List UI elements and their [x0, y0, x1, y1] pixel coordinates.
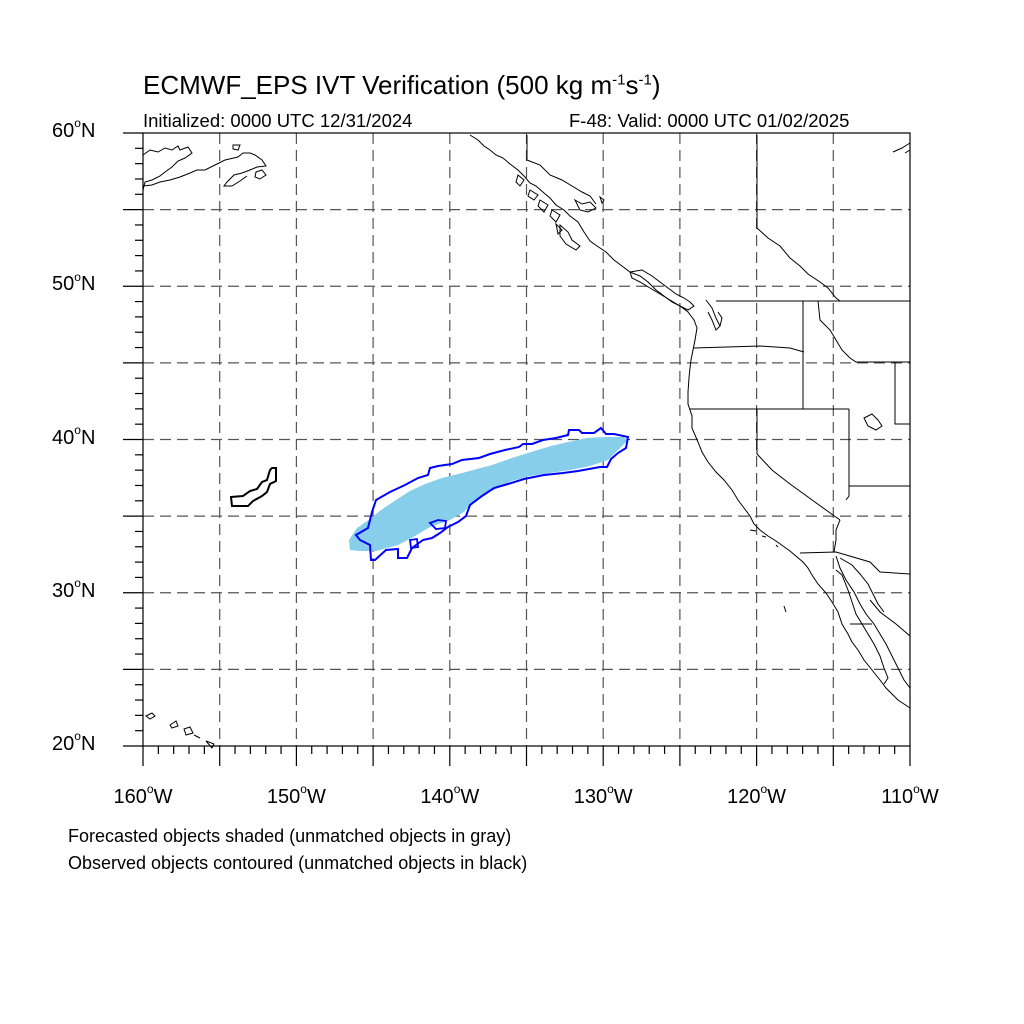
wyoming-border — [894, 362, 910, 425]
observed-matched-hole-2 — [408, 537, 420, 550]
lon-label: 160oW — [113, 782, 173, 808]
alaska-coast — [142, 144, 267, 191]
alaska-canada-border — [526, 135, 597, 205]
observed-unmatched-contour — [229, 467, 277, 507]
lon-label: 110oW — [881, 782, 939, 808]
forecast-object-fill — [349, 437, 628, 551]
great-salt-lake — [863, 413, 883, 431]
map-frame — [123, 132, 911, 766]
valid-time: F-48: Valid: 0000 UTC 01/02/2025 — [569, 110, 850, 131]
legend-observed-note: Observed objects contoured (unmatched ob… — [68, 853, 528, 873]
observed-matched-contour — [354, 426, 630, 561]
bc-alberta-border — [756, 135, 841, 302]
lon-label: 150oW — [266, 782, 326, 808]
lon-label: 120oW — [727, 782, 787, 808]
us-mexico-border — [799, 551, 911, 575]
puget-sound — [705, 299, 723, 331]
observed-matched-inner-hole — [428, 519, 448, 530]
lon-label: 130oW — [573, 782, 633, 808]
hawaii-islands — [145, 712, 215, 749]
or-wa-border — [693, 345, 805, 353]
az-ca-border — [833, 519, 841, 553]
coastlines — [142, 134, 911, 749]
lat-label: 20oN — [52, 729, 96, 755]
idaho-montana-border — [817, 300, 910, 363]
vancouver-island — [629, 269, 695, 311]
gulf-of-california — [839, 557, 885, 613]
ca-nv-border — [756, 409, 841, 521]
observed-object-unmatched — [229, 467, 277, 507]
hudson-bay-fragment — [892, 142, 911, 154]
chart-title: ECMWF_EPS IVT Verification (500 kg m-1s-… — [143, 70, 661, 100]
lat-label: 60oN — [52, 116, 96, 142]
channel-islands — [749, 529, 787, 613]
nevada-east-border — [845, 409, 850, 501]
lat-label: 40oN — [52, 422, 96, 449]
se-alaska-bc-coast — [469, 134, 911, 709]
lat-label: 50oN — [52, 269, 96, 296]
lon-label: 140oW — [420, 782, 480, 808]
political-boundaries — [526, 135, 911, 637]
legend-forecast-note: Forecasted objects shaded (unmatched obj… — [68, 826, 512, 846]
mexico-state-lines — [850, 599, 911, 637]
grid-lines — [143, 133, 910, 746]
baja-california — [835, 555, 911, 689]
se-alaska-islands — [515, 174, 605, 251]
observed-object-matched — [354, 426, 630, 561]
forecast-object-shaded — [349, 437, 628, 551]
initialized-time: Initialized: 0000 UTC 12/31/2024 — [143, 110, 413, 131]
lat-label: 30oN — [52, 576, 96, 602]
